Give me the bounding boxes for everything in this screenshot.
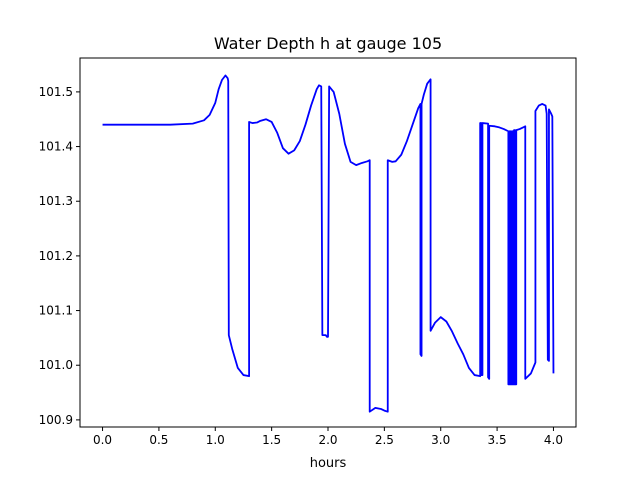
x-tick-label: 2.5 (375, 433, 394, 447)
x-tick-label: 1.5 (262, 433, 281, 447)
x-tick-label: 0.0 (93, 433, 112, 447)
x-tick-label: 3.5 (488, 433, 507, 447)
x-axis-label: hours (310, 456, 347, 471)
y-tick-label: 101.4 (39, 140, 73, 154)
x-tick-label: 0.5 (149, 433, 168, 447)
y-tick-label: 101.0 (39, 358, 73, 372)
x-tick-label: 3.0 (431, 433, 450, 447)
y-tick-label: 100.9 (39, 413, 73, 427)
x-tick-label: 4.0 (544, 433, 563, 447)
series-layer (102, 74, 555, 413)
x-tick-label: 2.0 (318, 433, 337, 447)
plot-area-group: 0.0 0.5 1.0 1.5 2.0 2.5 3.0 3.5 4.0 100.9101.010… (39, 57, 577, 447)
x-axis: 0.0 0.5 1.0 1.5 2.0 2.5 3.0 3.5 4.0 (93, 427, 563, 447)
y-tick-label: 101.5 (39, 85, 73, 99)
y-tick-label: 101.1 (39, 304, 73, 318)
water-depth-line (102, 74, 555, 413)
y-tick-label: 101.2 (39, 249, 73, 263)
y-axis: 100.9 101.0 101.1 101.2 101.3 101.4 101.5 (39, 85, 80, 427)
y-tick-label: 101.3 (39, 194, 73, 208)
chart-title: Water Depth h at gauge 105 (214, 34, 442, 53)
x-tick-label: 1.0 (206, 433, 225, 447)
